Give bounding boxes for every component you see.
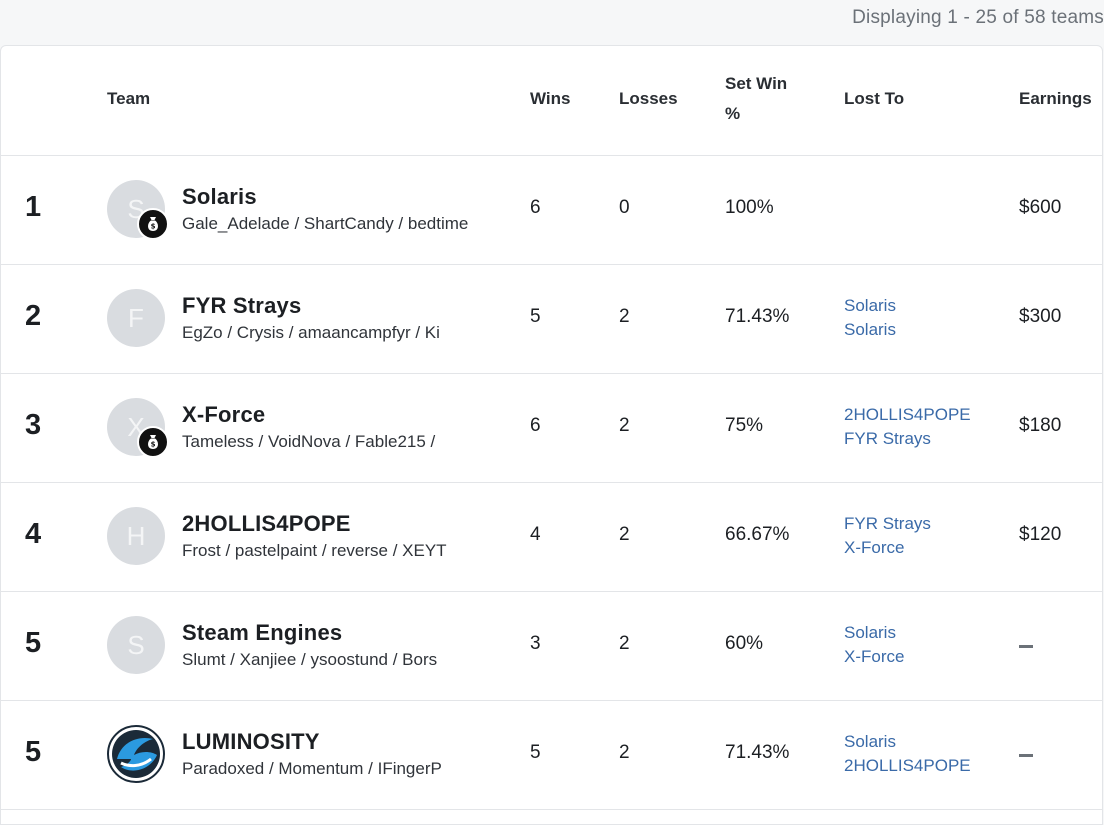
table-row[interactable]: 2 F FYR Strays EgZo / Crysis / amaancampfyr…: [1, 264, 1102, 374]
rank: 2: [25, 300, 42, 332]
avatar-letter: H: [126, 521, 146, 551]
losses-value: 2: [619, 742, 630, 763]
avatar-letter: F: [128, 303, 144, 333]
wins-value: 3: [530, 633, 541, 654]
lost-to-link[interactable]: 2HOLLIS4POPE: [844, 405, 971, 424]
rank: 3: [25, 409, 42, 441]
losses-value: 2: [619, 306, 630, 327]
rank: 5: [25, 627, 42, 659]
wins-value: 5: [530, 742, 541, 763]
lost-to-link[interactable]: FYR Strays: [844, 429, 931, 448]
column-lost-to[interactable]: Lost To: [844, 89, 905, 108]
team-avatar[interactable]: H: [107, 507, 165, 565]
table-row[interactable]: 3 X $ X-Force Tameless / VoidNova / Fable215…: [1, 373, 1102, 483]
rank: 4: [25, 518, 42, 550]
lost-to-list: Solaris 2HOLLIS4POPE: [844, 730, 971, 778]
set-win-value: 75%: [725, 415, 764, 436]
lost-to-list: Solaris X-Force: [844, 621, 904, 669]
table-header: Team Wins Losses Set Win % Lost To Earni…: [1, 46, 1102, 156]
lost-to-list: FYR Strays X-Force: [844, 512, 931, 560]
lost-to-link[interactable]: Solaris: [844, 623, 896, 642]
column-earnings[interactable]: Earnings: [1019, 89, 1092, 108]
money-bag-icon: $: [137, 208, 169, 240]
table-row[interactable]: 5 LUMINOSITY Paradoxed / Momentum / IFinge…: [1, 700, 1102, 810]
team-avatar[interactable]: X $: [107, 398, 169, 458]
losses-value: 2: [619, 524, 630, 545]
column-set-win[interactable]: Set Win %: [725, 74, 788, 123]
team-players: Gale_Adelade / ShartCandy / bedtime: [182, 214, 469, 233]
earnings-value: $300: [1019, 306, 1062, 327]
earnings-value: $180: [1019, 415, 1062, 436]
column-team[interactable]: Team: [107, 89, 151, 108]
lost-to-link[interactable]: Solaris: [844, 732, 896, 751]
team-name-link[interactable]: LUMINOSITY: [182, 729, 320, 754]
lost-to-link[interactable]: Solaris: [844, 296, 896, 315]
results-count: Displaying 1 - 25 of 58 teams: [852, 7, 1104, 28]
table-row[interactable]: 5 S Steam Engines Slumt / Xanjiee / ysoostu…: [1, 591, 1102, 701]
money-bag-icon: $: [148, 217, 158, 231]
lost-to-link[interactable]: X-Force: [844, 647, 905, 666]
team-players: Tameless / VoidNova / Fable215 /: [182, 432, 436, 451]
no-earnings-dash: [1019, 645, 1033, 648]
rank: 1: [25, 191, 42, 223]
team-players: EgZo / Crysis / amaancampfyr / Ki: [182, 323, 440, 342]
column-losses[interactable]: Losses: [619, 89, 678, 108]
losses-value: 2: [619, 415, 630, 436]
table-row[interactable]: 1 S $ Solaris Gale_Adelade / ShartCandy / be…: [1, 155, 1102, 265]
team-name-link[interactable]: 2HOLLIS4POPE: [182, 511, 351, 536]
avatar-letter: S: [127, 630, 145, 660]
set-win-value: 66.67%: [725, 524, 790, 545]
table-row[interactable]: 4 H 2HOLLIS4POPE Frost / pastelpaint / reve…: [1, 482, 1102, 592]
earnings-value: $120: [1019, 524, 1062, 545]
wins-value: 4: [530, 524, 541, 545]
luminosity-logo-icon[interactable]: [107, 725, 165, 783]
column-wins[interactable]: Wins: [530, 89, 571, 108]
wins-value: 5: [530, 306, 541, 327]
wins-value: 6: [530, 415, 541, 436]
earnings-value: $600: [1019, 197, 1062, 218]
set-win-value: 60%: [725, 633, 764, 654]
standings-table: Team Wins Losses Set Win % Lost To Earni…: [0, 45, 1103, 825]
team-players: Frost / pastelpaint / reverse / XEYT: [182, 541, 447, 560]
set-win-value: 100%: [725, 197, 774, 218]
set-win-value: 71.43%: [725, 742, 790, 763]
team-name-link[interactable]: Solaris: [182, 184, 257, 209]
team-players: Paradoxed / Momentum / IFingerP: [182, 759, 442, 778]
lost-to-list: Solaris Solaris: [844, 294, 896, 342]
team-players: Slumt / Xanjiee / ysoostund / Bors: [182, 650, 438, 669]
svg-text:$: $: [151, 223, 156, 231]
lost-to-link[interactable]: FYR Strays: [844, 514, 931, 533]
money-bag-icon: $: [137, 426, 169, 458]
no-earnings-dash: [1019, 754, 1033, 757]
money-bag-icon: $: [148, 435, 158, 449]
wins-value: 6: [530, 197, 541, 218]
lost-to-link[interactable]: 2HOLLIS4POPE: [844, 756, 971, 775]
team-name-link[interactable]: FYR Strays: [182, 293, 302, 318]
set-win-value: 71.43%: [725, 306, 790, 327]
losses-value: 2: [619, 633, 630, 654]
team-avatar[interactable]: S: [107, 616, 165, 674]
lost-to-link[interactable]: X-Force: [844, 538, 905, 557]
losses-value: 0: [619, 197, 630, 218]
svg-text:$: $: [151, 441, 156, 449]
team-name-link[interactable]: Steam Engines: [182, 620, 343, 645]
team-avatar[interactable]: S $: [107, 180, 169, 240]
lost-to-link[interactable]: Solaris: [844, 320, 896, 339]
rank: 5: [25, 736, 42, 768]
lost-to-list: 2HOLLIS4POPE FYR Strays: [844, 403, 971, 451]
team-name-link[interactable]: X-Force: [182, 402, 266, 427]
team-avatar[interactable]: F: [107, 289, 165, 347]
